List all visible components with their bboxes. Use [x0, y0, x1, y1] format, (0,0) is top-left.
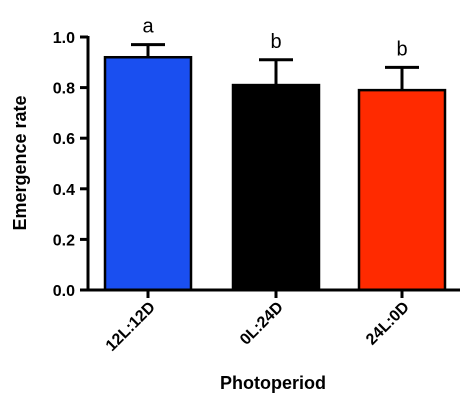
y-tick-label: 0.2: [53, 232, 75, 249]
significance-label: a: [142, 16, 154, 38]
bar: [103, 55, 193, 292]
x-tick-label: 24L:0D: [363, 299, 413, 349]
x-axis: 12L:12D 0L:24D 24L:0D: [87, 288, 460, 355]
x-tick-label: 0L:24D: [237, 299, 287, 349]
x-tick-label: 12L:12D: [103, 299, 159, 355]
y-tick-label: 0.6: [53, 131, 75, 148]
significance-label: b: [270, 31, 281, 53]
y-tick-label: 1.0: [53, 30, 75, 47]
y-tick-label: 0.0: [53, 283, 75, 300]
y-tick-label: 0.8: [53, 81, 75, 98]
y-axis: 0.0 0.2 0.4 0.6 0.8 1.0: [53, 30, 90, 300]
significance-label: b: [396, 38, 407, 60]
y-axis-title: Emergence rate: [10, 95, 30, 230]
x-axis-title: Photoperiod: [220, 373, 326, 393]
bars: a b b: [103, 16, 447, 292]
y-tick-label: 0.4: [53, 182, 75, 199]
bar: [357, 88, 447, 292]
bar: [231, 83, 321, 292]
